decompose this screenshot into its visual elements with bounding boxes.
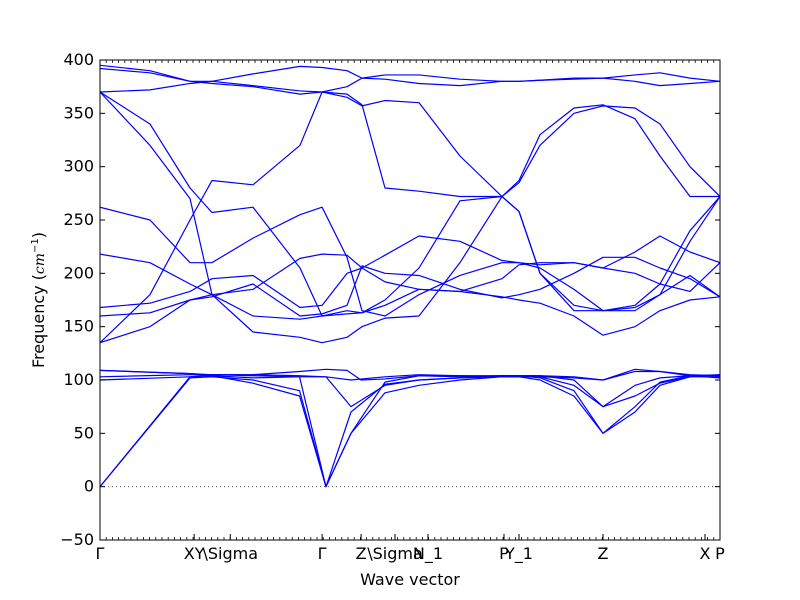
y-axis-label: Frequency (cm−1) (29, 232, 48, 368)
x-axis-label: Wave vector (360, 570, 460, 589)
band-line-2 (100, 374, 720, 488)
y-axis-label-unit-exponent: −1 (30, 238, 41, 253)
y-tick-label: 350 (63, 103, 94, 122)
x-tick-label: Z (356, 544, 367, 563)
band-line-10 (100, 235, 720, 296)
y-tick-label: 150 (63, 317, 94, 336)
x-tick-label: Y_1 (504, 544, 533, 564)
x-tick-label: XY (184, 544, 205, 563)
x-tick-label: Γ (318, 544, 327, 563)
band-line-11 (100, 206, 720, 317)
band-line-14 (100, 91, 720, 344)
band-line-5 (100, 369, 720, 408)
y-tick-label: 50 (74, 423, 94, 442)
band-line-9 (100, 235, 720, 309)
y-tick-label: 300 (63, 157, 94, 176)
y-axis-label-unit: cm (32, 253, 48, 274)
band-line-17 (100, 67, 720, 95)
series-layer (100, 64, 720, 488)
y-axis-label-close-paren: ) (29, 232, 48, 238)
band-line-13 (100, 91, 720, 317)
y-tick-label: 0 (84, 477, 94, 496)
y-tick-label: 200 (63, 263, 94, 282)
y-tick-label: −50 (60, 530, 94, 549)
y-tick-label: 100 (63, 370, 94, 389)
band-line-15 (100, 80, 720, 198)
y-axis-label-text: Frequency (29, 285, 48, 368)
band-line-16 (100, 64, 720, 87)
x-tick-label: Γ (96, 544, 105, 563)
x-tick-label: P (715, 544, 725, 563)
band-line-12 (100, 91, 720, 344)
x-tick-label: \Sigma (367, 544, 423, 563)
x-tick-label: \Sigma (202, 544, 258, 563)
x-tick-label: P (499, 544, 509, 563)
y-tick-label: 250 (63, 210, 94, 229)
x-tick-label: N_1 (413, 544, 443, 564)
band-line-6 (100, 368, 720, 381)
y-axis-ticks: −50 0 50 100 150 200 250 300 350 400 (60, 50, 720, 549)
y-tick-label: 400 (63, 50, 94, 69)
minor-tick-layer (99, 60, 721, 540)
y-axis-label-open-paren: ( (29, 274, 48, 285)
x-tick-label: X (700, 544, 711, 563)
x-tick-label: Z (598, 544, 609, 563)
